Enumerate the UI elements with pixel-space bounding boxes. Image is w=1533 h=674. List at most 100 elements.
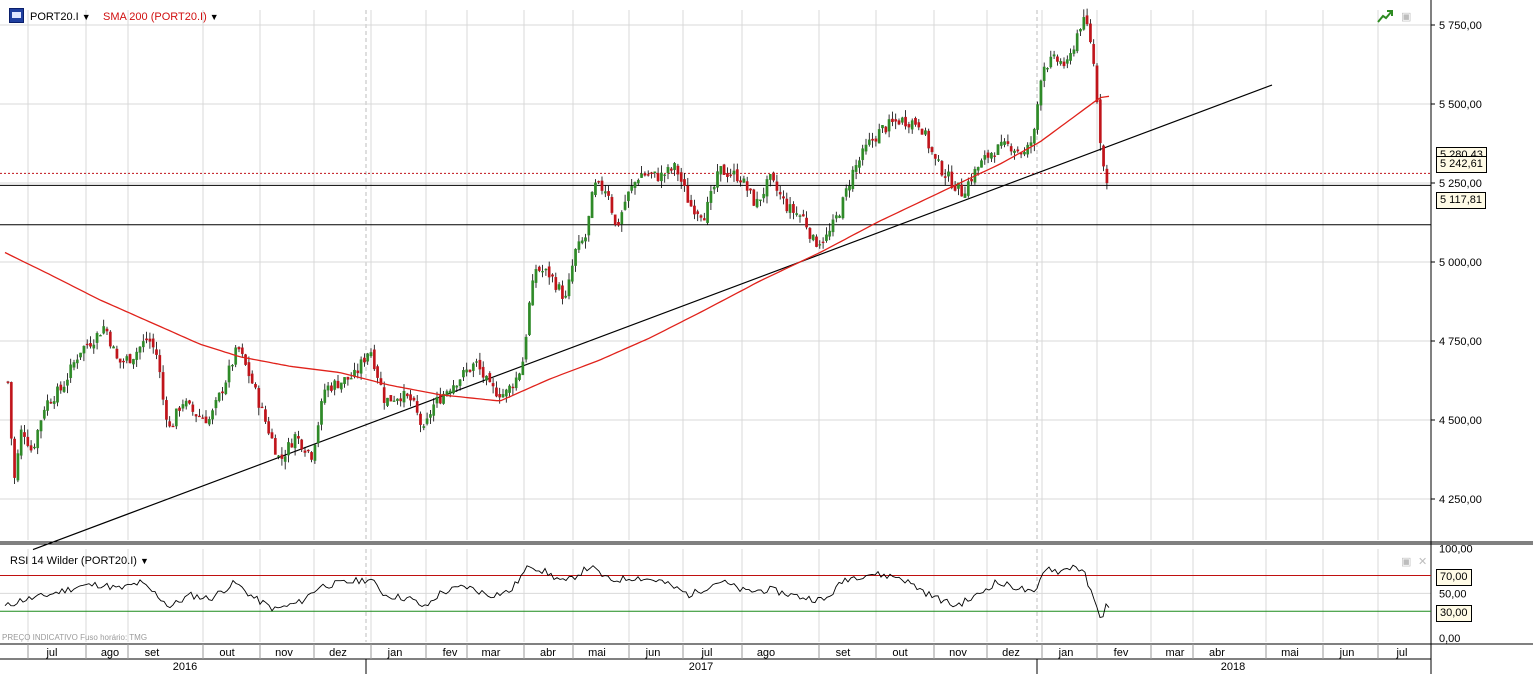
candle-body bbox=[1029, 142, 1033, 146]
chevron-down-icon[interactable]: ▼ bbox=[139, 556, 149, 566]
candle-body bbox=[920, 128, 924, 135]
candle-body bbox=[102, 326, 106, 334]
candle-body bbox=[937, 159, 940, 161]
candle-body bbox=[531, 280, 535, 306]
chevron-down-icon[interactable]: ▼ bbox=[209, 12, 219, 22]
candle-body bbox=[458, 379, 462, 386]
candle-body bbox=[425, 418, 429, 424]
candle-body bbox=[834, 215, 838, 219]
candle-body bbox=[541, 271, 544, 273]
candle-body bbox=[960, 184, 964, 197]
candle-body bbox=[716, 171, 719, 188]
candle-body bbox=[300, 439, 304, 450]
x-month-label: jul bbox=[1395, 647, 1407, 659]
candle-body bbox=[49, 401, 53, 404]
candle-body bbox=[1092, 44, 1096, 64]
restore-icon[interactable]: ▣ bbox=[1401, 11, 1412, 23]
candle-body bbox=[719, 166, 723, 175]
y-tick-label: 4 250,00 bbox=[1439, 494, 1482, 506]
close-icon[interactable]: ✕ bbox=[1418, 556, 1428, 568]
candle-body bbox=[980, 160, 983, 168]
candle-body bbox=[95, 333, 99, 343]
candle-body bbox=[514, 377, 518, 389]
x-month-label: abr bbox=[1209, 647, 1225, 659]
candle-body bbox=[108, 331, 112, 347]
candle-body bbox=[52, 401, 56, 404]
candle-body bbox=[504, 389, 508, 397]
trendline-tool-icon[interactable] bbox=[1377, 9, 1393, 23]
candle-body bbox=[613, 214, 617, 225]
candle-body bbox=[135, 351, 139, 360]
candle-body bbox=[198, 415, 201, 418]
candle-body bbox=[887, 119, 891, 132]
candle-body bbox=[287, 442, 290, 456]
candle-body bbox=[415, 401, 419, 413]
x-month-label: jul bbox=[45, 647, 57, 659]
candle-body bbox=[607, 191, 610, 196]
candle-body bbox=[16, 453, 20, 481]
candle-body bbox=[211, 410, 214, 420]
candle-body bbox=[204, 416, 208, 424]
candle-body bbox=[838, 215, 841, 218]
x-year-label: 2018 bbox=[1221, 661, 1245, 673]
candle-body bbox=[993, 155, 997, 157]
candle-body bbox=[1049, 56, 1053, 68]
candle-body bbox=[435, 397, 439, 404]
candle-body bbox=[953, 186, 957, 191]
candle-body bbox=[396, 398, 399, 401]
candle-body bbox=[158, 355, 162, 373]
candle-body bbox=[597, 181, 601, 183]
chevron-down-icon[interactable]: ▼ bbox=[81, 12, 91, 22]
candle-body bbox=[181, 404, 185, 409]
candle-body bbox=[313, 444, 317, 461]
candle-body bbox=[914, 118, 917, 125]
candle-body bbox=[349, 378, 353, 380]
candle-body bbox=[663, 174, 667, 176]
y-tick-label: 5 750,00 bbox=[1439, 20, 1482, 32]
candle-body bbox=[1056, 56, 1059, 62]
rsi-tag-30: 30,00 bbox=[1436, 605, 1472, 622]
candle-body bbox=[99, 335, 102, 337]
candle-body bbox=[326, 385, 330, 391]
candle-body bbox=[452, 385, 455, 394]
candle-body bbox=[788, 204, 792, 213]
candle-body bbox=[122, 360, 125, 363]
symbol-selector[interactable]: PORT20.I ▼ bbox=[30, 10, 91, 24]
candle-body bbox=[792, 204, 795, 213]
symbol-label: PORT20.I bbox=[30, 11, 79, 23]
candle-body bbox=[623, 201, 627, 210]
candle-body bbox=[478, 359, 482, 370]
restore-icon[interactable]: ▣ bbox=[1401, 556, 1412, 568]
candle-body bbox=[39, 420, 43, 432]
sma-selector[interactable]: SMA 200 (PORT20.I) ▼ bbox=[103, 10, 219, 24]
candle-body bbox=[438, 395, 442, 404]
candle-body bbox=[782, 196, 785, 199]
candle-body bbox=[422, 426, 426, 428]
candle-body bbox=[702, 218, 706, 221]
candle-body bbox=[709, 190, 713, 203]
candle-body bbox=[1089, 23, 1092, 43]
candle-body bbox=[534, 269, 538, 283]
candle-body bbox=[85, 343, 89, 346]
candle-body bbox=[188, 400, 191, 404]
candle-body bbox=[745, 181, 749, 191]
candle-body bbox=[1079, 29, 1082, 32]
candle-body bbox=[165, 400, 168, 420]
candle-body bbox=[141, 341, 145, 348]
rsi-line bbox=[4, 564, 1110, 619]
candle-body bbox=[46, 400, 49, 411]
candle-body bbox=[755, 198, 759, 208]
candle-body bbox=[19, 429, 23, 456]
candle-body bbox=[693, 205, 696, 215]
candle-body bbox=[392, 400, 396, 402]
candle-body bbox=[429, 414, 432, 418]
candle-body bbox=[762, 193, 766, 199]
candle-body bbox=[765, 179, 769, 197]
candle-body bbox=[544, 268, 548, 271]
rsi-selector[interactable]: RSI 14 Wilder (PORT20.I) ▼ bbox=[10, 554, 149, 568]
candle-body bbox=[778, 191, 782, 195]
candle-body bbox=[867, 139, 871, 145]
candle-body bbox=[699, 215, 703, 218]
candle-body bbox=[1013, 150, 1016, 153]
